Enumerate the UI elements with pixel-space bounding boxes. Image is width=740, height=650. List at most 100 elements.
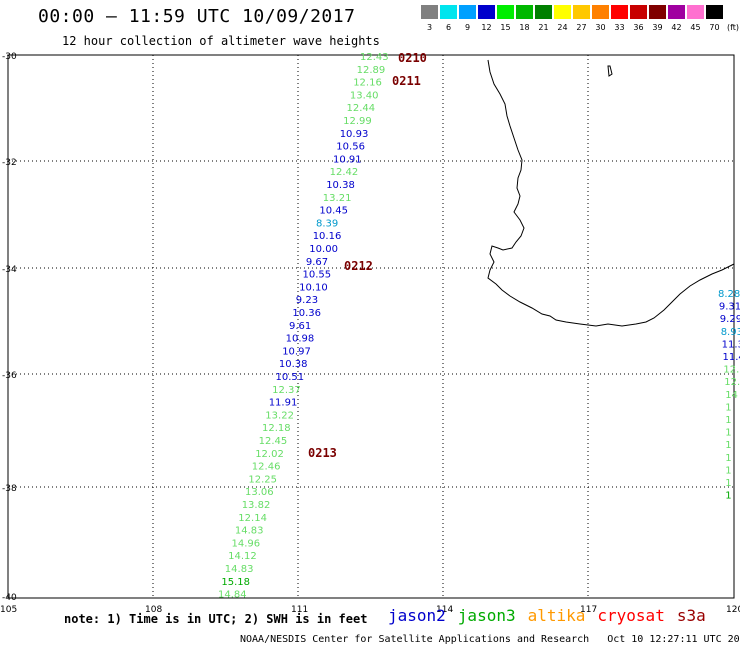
colorbar-label: 70 bbox=[709, 23, 720, 32]
swh-value: 12.42 bbox=[330, 167, 359, 178]
colorbar-label: 27 bbox=[576, 23, 587, 32]
swh-value: 10.00 bbox=[309, 244, 338, 255]
colorbar-label: 45 bbox=[690, 23, 701, 32]
legend-altika: altika bbox=[527, 606, 586, 625]
lon-label: 120 bbox=[726, 605, 740, 615]
swh-value: 12.37 bbox=[272, 385, 301, 396]
swh-value: 10.97 bbox=[282, 346, 311, 357]
colorbar-swatch bbox=[687, 5, 704, 19]
colorbar-label: 42 bbox=[671, 23, 682, 32]
swh-value: 10.93 bbox=[340, 129, 369, 140]
pass-label: 0211 bbox=[392, 74, 421, 88]
colorbar-swatch bbox=[421, 5, 438, 19]
lat-label: -30 bbox=[2, 52, 17, 62]
colorbar-swatch bbox=[611, 5, 628, 19]
swh-value: 13.40 bbox=[350, 90, 379, 101]
credit-text: NOAA/NESDIS Center for Satellite Applica… bbox=[240, 634, 590, 645]
colorbar-swatch bbox=[554, 5, 571, 19]
colorbar-swatch bbox=[630, 5, 647, 19]
lon-label: 105 bbox=[0, 605, 17, 615]
lat-label: -36 bbox=[2, 371, 17, 381]
swh-value: 10.38 bbox=[326, 180, 355, 191]
colorbar-swatch bbox=[573, 5, 590, 19]
swh-value: 10.55 bbox=[303, 270, 332, 281]
swh-value: 13.06 bbox=[245, 487, 274, 498]
altimeter-track-right: 8.289.319.298.9311.311.412.512.141111111… bbox=[718, 289, 740, 502]
swh-value: 12.16 bbox=[353, 78, 382, 89]
swh-value: 9.23 bbox=[296, 295, 318, 306]
swh-value: 10.98 bbox=[286, 334, 315, 345]
swh-value: 12.45 bbox=[259, 436, 288, 447]
swh-value: 11.91 bbox=[269, 398, 298, 409]
lon-label: 108 bbox=[145, 605, 162, 615]
swh-value: 10.91 bbox=[333, 154, 362, 165]
colorbar-label: 9 bbox=[464, 23, 471, 32]
colorbar-swatch bbox=[440, 5, 457, 19]
swh-value: 8.39 bbox=[316, 218, 338, 229]
colorbar-unit: (ft) bbox=[727, 23, 740, 32]
lon-label: 117 bbox=[580, 605, 597, 615]
colorbar-label: 33 bbox=[614, 23, 625, 32]
swh-value: 1 bbox=[725, 465, 731, 476]
colorbar-swatch bbox=[516, 5, 533, 19]
swh-value: 10.51 bbox=[276, 372, 305, 383]
swh-value: 14 bbox=[725, 390, 738, 401]
swh-value: 1 bbox=[725, 478, 731, 489]
swh-value: 1 bbox=[725, 453, 731, 464]
colorbar-swatch bbox=[649, 5, 666, 19]
credit-line: NOAA/NESDIS Center for Satellite Applica… bbox=[240, 634, 740, 645]
lat-label: -34 bbox=[2, 265, 17, 275]
colorbar-swatch bbox=[668, 5, 685, 19]
satellite-legend: jason2 jason3 altika cryosat s3a bbox=[388, 606, 718, 625]
swh-value: 14.84 bbox=[218, 590, 247, 601]
colorbar-swatch bbox=[535, 5, 552, 19]
swh-value: 1 bbox=[725, 415, 731, 426]
lon-label: 111 bbox=[291, 605, 308, 615]
swh-value: 12.25 bbox=[248, 474, 277, 485]
swh-value: 14.83 bbox=[225, 564, 254, 575]
legend-s3a: s3a bbox=[676, 606, 706, 625]
swh-value: 9.31 bbox=[719, 302, 740, 313]
swh-value: 10.45 bbox=[319, 206, 348, 217]
swh-value: 14.96 bbox=[232, 538, 261, 549]
generated-timestamp: Oct 10 12:27:11 UTC 2017 bbox=[607, 634, 740, 645]
colorbar-swatch bbox=[592, 5, 609, 19]
pass-label: 0212 bbox=[344, 259, 373, 273]
swh-value: 10.36 bbox=[292, 308, 321, 319]
map-frame bbox=[7, 54, 735, 599]
swh-value: 1 bbox=[725, 440, 731, 451]
graticule bbox=[8, 55, 734, 598]
colorbar-swatch bbox=[497, 5, 514, 19]
swh-value: 10.16 bbox=[313, 231, 342, 242]
coastline-island bbox=[607, 65, 613, 77]
colorbar-swatch bbox=[459, 5, 476, 19]
swh-value: 12.18 bbox=[262, 423, 291, 434]
colorbar-label: 15 bbox=[500, 23, 511, 32]
swh-value: 11.4 bbox=[723, 352, 740, 363]
pass-label: 0213 bbox=[308, 446, 337, 460]
map-subtitle: 12 hour collection of altimeter wave hei… bbox=[62, 34, 380, 48]
lat-label: -32 bbox=[2, 158, 17, 168]
colorbar-label: 6 bbox=[445, 23, 452, 32]
swh-value: 14.12 bbox=[228, 551, 257, 562]
pass-labels: 0210 0211 0212 0213 bbox=[308, 51, 427, 460]
swh-value: 8.28 bbox=[718, 289, 740, 300]
coastline bbox=[487, 59, 735, 327]
swh-value: 12. bbox=[724, 377, 740, 388]
swh-value: 8.93 bbox=[721, 327, 740, 338]
colorbar-label: 18 bbox=[519, 23, 530, 32]
colorbar-label: 24 bbox=[557, 23, 568, 32]
swh-value: 13.21 bbox=[323, 193, 352, 204]
swh-value: 1 bbox=[725, 402, 731, 413]
pass-label: 0210 bbox=[398, 51, 427, 65]
legend-cryosat: cryosat bbox=[597, 606, 665, 625]
swh-value: 9.67 bbox=[306, 257, 328, 268]
swh-value: 10.38 bbox=[279, 359, 308, 370]
swh-value: 12.89 bbox=[357, 65, 386, 76]
colorbar-label: 21 bbox=[538, 23, 549, 32]
swh-value: 12.99 bbox=[343, 116, 372, 127]
colorbar-label: 12 bbox=[481, 23, 492, 32]
swh-value: 12.44 bbox=[347, 103, 376, 114]
